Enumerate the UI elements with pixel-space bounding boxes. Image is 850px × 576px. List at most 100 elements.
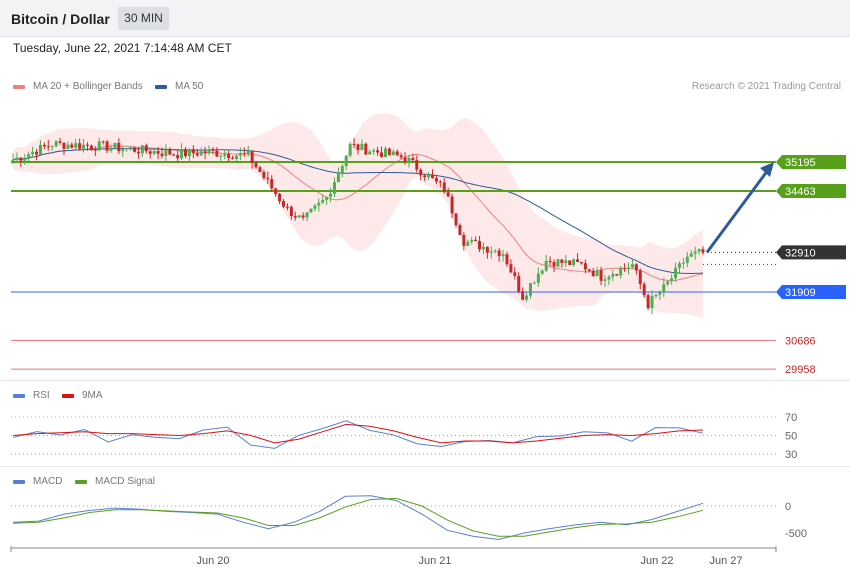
- candle-body: [172, 154, 176, 156]
- candle-body: [642, 284, 646, 296]
- candle-body: [27, 154, 31, 158]
- candle-body: [113, 142, 117, 148]
- pane-separator: [0, 466, 850, 467]
- candle-body: [129, 147, 133, 149]
- candle-body: [305, 212, 309, 218]
- legend-9ma: 9MA: [82, 390, 103, 401]
- candle-body: [529, 283, 532, 296]
- candle-body: [470, 239, 474, 242]
- timestamp: Tuesday, June 22, 2021 7:14:48 AM CET: [13, 41, 232, 55]
- candle-body: [352, 144, 356, 146]
- candle-body: [313, 205, 317, 209]
- candle-body: [654, 294, 658, 297]
- candle-body: [560, 259, 564, 263]
- candle-body: [454, 213, 458, 226]
- candle-body: [489, 251, 493, 253]
- candle-body: [184, 149, 187, 157]
- candle-body: [293, 216, 297, 218]
- legend-macd-signal: MACD Signal: [95, 476, 156, 487]
- candle-body: [199, 151, 203, 156]
- candle-body: [238, 153, 242, 156]
- candle-body: [340, 166, 344, 174]
- candle-body: [109, 147, 113, 151]
- candle-body: [148, 151, 152, 154]
- candle-body: [144, 145, 148, 152]
- candle-body: [701, 249, 705, 253]
- candle-body: [262, 171, 266, 178]
- candle-body: [458, 225, 462, 235]
- candle-body: [227, 154, 231, 159]
- pane-separator: [0, 380, 850, 381]
- candle-body: [603, 279, 607, 281]
- candle-body: [164, 149, 168, 156]
- candle-body: [336, 173, 340, 183]
- candle-body: [31, 151, 35, 155]
- candle-body: [329, 193, 333, 197]
- candle-body: [274, 188, 278, 194]
- candle-body: [478, 240, 482, 250]
- candle-body: [630, 264, 634, 268]
- chart-header: Bitcoin / Dollar 30 MIN: [0, 0, 850, 37]
- macd-tick-label: 0: [785, 501, 791, 513]
- level-label: 34463: [785, 186, 816, 198]
- candle-body: [242, 153, 246, 155]
- candle-body: [207, 149, 211, 154]
- candle-body: [152, 151, 156, 154]
- candle-body: [85, 144, 89, 146]
- forecast-arrowhead: [760, 162, 774, 177]
- candle-body: [579, 261, 583, 264]
- candle-body: [156, 151, 160, 154]
- interval-badge[interactable]: 30 MIN: [118, 7, 169, 30]
- candle-body: [70, 144, 74, 148]
- candle-body: [697, 249, 701, 252]
- legend-rsi: RSI: [33, 390, 50, 401]
- candle-body: [552, 262, 556, 267]
- candle-body: [427, 174, 431, 178]
- candle-body: [685, 256, 689, 263]
- candle-body: [105, 141, 109, 151]
- rsi-9ma-line: [12, 423, 704, 444]
- candle-body: [599, 270, 603, 281]
- candle-body: [540, 270, 544, 274]
- candle-body: [364, 143, 368, 155]
- candle-body: [658, 292, 662, 295]
- candle-body: [399, 155, 403, 158]
- candle-body: [360, 143, 364, 151]
- candle-body: [693, 251, 697, 254]
- candle-body: [348, 144, 352, 156]
- candle-body: [595, 270, 599, 277]
- candle-body: [380, 152, 384, 157]
- candle-body: [344, 155, 348, 167]
- legend-ma50-swatch: [155, 85, 167, 89]
- candle-body: [372, 150, 376, 152]
- candle-body: [246, 151, 250, 154]
- candle-body: [168, 149, 172, 155]
- candle-body: [11, 159, 15, 161]
- candle-body: [38, 144, 42, 155]
- candle-body: [474, 239, 478, 241]
- candle-body: [35, 151, 39, 155]
- x-tick-label: Jun 27: [709, 555, 742, 567]
- macd-signal-line: [12, 497, 704, 537]
- candle-body: [321, 199, 325, 203]
- x-tick-label: Jun 21: [418, 555, 451, 567]
- candle-body: [646, 295, 650, 309]
- candle-body: [481, 246, 485, 250]
- candle-body: [121, 149, 125, 152]
- candle-body: [548, 260, 552, 263]
- candle-body: [517, 275, 521, 292]
- candle-body: [403, 157, 407, 162]
- level-label: 29958: [785, 364, 816, 376]
- candle-body: [309, 208, 313, 213]
- candle-body: [195, 153, 199, 156]
- candle-body: [282, 201, 286, 207]
- candle-body: [19, 157, 23, 161]
- candle-body: [270, 179, 274, 189]
- candle-body: [42, 144, 46, 147]
- candle-body: [446, 192, 450, 197]
- candle-body: [591, 270, 595, 277]
- candle-body: [391, 151, 395, 155]
- legend-rsi-swatch: [13, 394, 25, 398]
- candle-body: [215, 150, 219, 157]
